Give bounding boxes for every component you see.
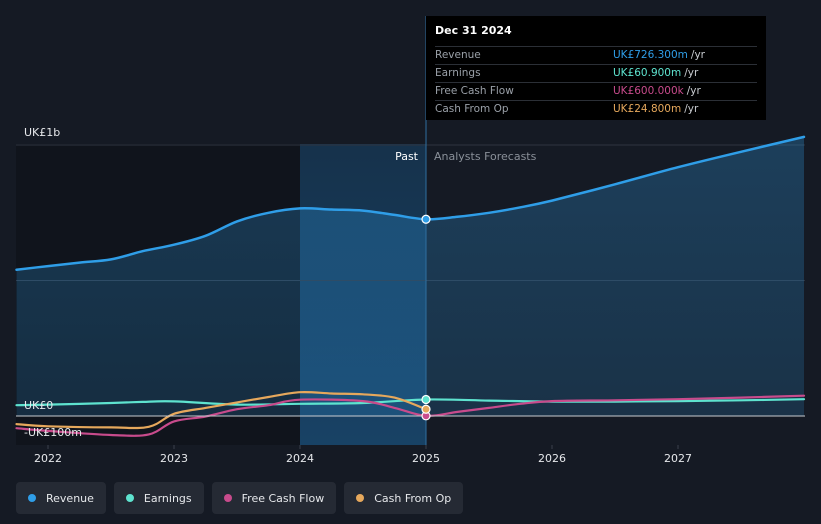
legend-dot-icon: [28, 494, 36, 502]
series-line-free-cash-flow: [15, 394, 806, 437]
legend-label: Cash From Op: [374, 491, 452, 505]
tooltip-unit: /yr: [690, 49, 705, 61]
chart-legend: Revenue Earnings Free Cash Flow Cash Fro…: [16, 482, 464, 514]
x-tick-label: 2026: [538, 452, 566, 465]
y-axis-negative-label: -UK£100m: [24, 426, 82, 439]
marker-earnings: [421, 394, 431, 405]
past-label: Past: [395, 150, 419, 163]
legend-dot-icon: [223, 494, 232, 502]
legend-dot-icon: [125, 494, 134, 502]
tooltip-unit: /yr: [684, 103, 699, 115]
marker-revenue: [421, 214, 431, 224]
tooltip-panel: Dec 31 2024 Revenue UK£726.300m /yr Earn…: [426, 16, 766, 120]
series-line-cash-from-op: [15, 390, 428, 430]
tooltip-value: UK£60.900m: [613, 67, 682, 79]
tooltip-label: Earnings: [435, 67, 481, 79]
legend-item-free-cash-flow[interactable]: Free Cash Flow: [211, 482, 337, 514]
tooltip-row-revenue: Revenue UK£726.300m /yr: [435, 47, 757, 65]
tooltip-label: Free Cash Flow: [435, 85, 514, 97]
y-axis-top-label: UK£1b: [24, 126, 60, 139]
tooltip-value: UK£726.300m: [613, 49, 688, 61]
forecast-label: Analysts Forecasts: [434, 150, 537, 163]
tooltip-row-earnings: Earnings UK£60.900m /yr: [435, 65, 757, 83]
legend-item-earnings[interactable]: Earnings: [113, 482, 204, 514]
x-tick-label: 2022: [34, 452, 62, 465]
x-tick-label: 2023: [160, 452, 188, 465]
y-axis-zero-label: UK£0: [24, 399, 53, 412]
tooltip-unit: /yr: [686, 85, 701, 97]
tooltip-value: UK£24.800m: [613, 103, 682, 115]
x-tick-label: 2024: [286, 452, 314, 465]
legend-item-cash-from-op[interactable]: Cash From Op: [344, 482, 464, 514]
tooltip-label: Revenue: [435, 49, 481, 61]
x-tick-label: 2027: [664, 452, 692, 465]
marker-cash-from-op: [421, 404, 431, 414]
financials-chart: UK£1b UK£0 -UK£100m Past Analysts Foreca…: [15, 16, 806, 465]
tooltip-label: Cash From Op: [435, 103, 509, 115]
tooltip-date: Dec 31 2024: [435, 24, 757, 47]
revenue-area: [16, 136, 804, 416]
legend-label: Earnings: [143, 491, 192, 505]
tooltip-unit: /yr: [684, 67, 699, 79]
legend-label: Free Cash Flow: [241, 491, 325, 505]
series-line-earnings: [15, 398, 806, 407]
tooltip-value: UK£600.000k: [613, 85, 684, 97]
tooltip-row-free-cash-flow: Free Cash Flow UK£600.000k /yr: [435, 83, 757, 101]
legend-item-revenue[interactable]: Revenue: [16, 482, 106, 514]
tooltip-row-cash-from-op: Cash From Op UK£24.800m /yr: [435, 101, 757, 118]
legend-label: Revenue: [46, 491, 94, 505]
legend-dot-icon: [356, 494, 365, 502]
series-line-revenue: [15, 135, 806, 271]
x-tick-label: 2025: [412, 452, 440, 465]
